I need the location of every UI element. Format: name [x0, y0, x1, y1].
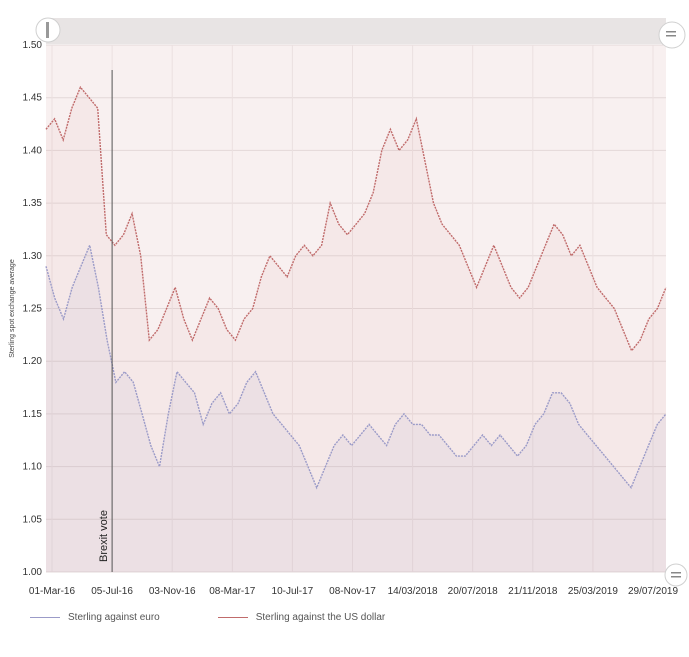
x-tick-label: 03-Nov-16 — [149, 586, 196, 597]
brexit-vote-annotation: Brexit vote — [98, 510, 110, 562]
legend-item-usd[interactable]: Sterling against the US dollar — [217, 612, 386, 623]
legend-label-usd: Sterling against the US dollar — [255, 612, 386, 623]
x-tick-label: 20/07/2018 — [448, 586, 498, 597]
legend-item-euro[interactable]: Sterling against euro — [30, 612, 160, 623]
legend: Sterling against euro Sterling against t… — [30, 612, 385, 623]
series-lines — [45, 85, 667, 490]
navigator-handle-left[interactable] — [35, 17, 61, 43]
series-area-0 — [46, 245, 666, 573]
y-tick-label: 1.05 — [23, 514, 43, 525]
x-axis-ticks: 01-Mar-16 05-Jul-16 03-Nov-16 08-Mar-17 10-J… — [29, 586, 679, 597]
x-tick-label: 21/11/2018 — [508, 586, 558, 597]
x-tick-label: 01-Mar-16 — [29, 586, 76, 597]
x-tick-label: 29/07/2019 — [628, 586, 678, 597]
y-tick-label: 1.35 — [23, 198, 43, 209]
y-tick-label: 1.45 — [23, 93, 43, 104]
navigator-bar — [46, 18, 666, 44]
series-area-1 — [46, 87, 666, 572]
legend-label-euro: Sterling against euro — [68, 612, 160, 623]
y-tick-label: 1.00 — [23, 567, 43, 578]
series-line-1 — [45, 85, 667, 353]
x-tick-label: 08-Nov-17 — [329, 586, 376, 597]
legend-swatch-euro — [30, 617, 60, 618]
x-tick-label: 14/03/2018 — [388, 586, 438, 597]
y-axis-ticks: 1.50 1.45 1.40 1.35 1.30 1.25 1.20 1.15 1.10 1.05… — [23, 40, 43, 578]
y-tick-label: 1.50 — [23, 40, 43, 51]
zoom-handle-bottom[interactable] — [664, 563, 688, 587]
y-tick-label: 1.25 — [23, 304, 43, 315]
y-tick-label: 1.10 — [23, 462, 43, 473]
y-tick-label: 1.20 — [23, 356, 43, 367]
x-tick-label: 08-Mar-17 — [209, 586, 256, 597]
x-tick-label: 05-Jul-16 — [91, 586, 133, 597]
series-areas — [46, 87, 666, 573]
y-tick-label: 1.40 — [23, 145, 43, 156]
y-axis-label: Sterling spot exchange average — [9, 259, 16, 358]
grid — [46, 44, 666, 573]
y-tick-label: 1.15 — [23, 409, 43, 420]
navigator-handle-right[interactable] — [658, 21, 686, 49]
x-tick-label: 10-Jul-17 — [272, 586, 314, 597]
x-tick-label: 25/03/2019 — [568, 586, 618, 597]
y-tick-label: 1.30 — [23, 251, 43, 262]
series-line-0 — [45, 242, 667, 490]
legend-swatch-usd — [217, 617, 248, 618]
